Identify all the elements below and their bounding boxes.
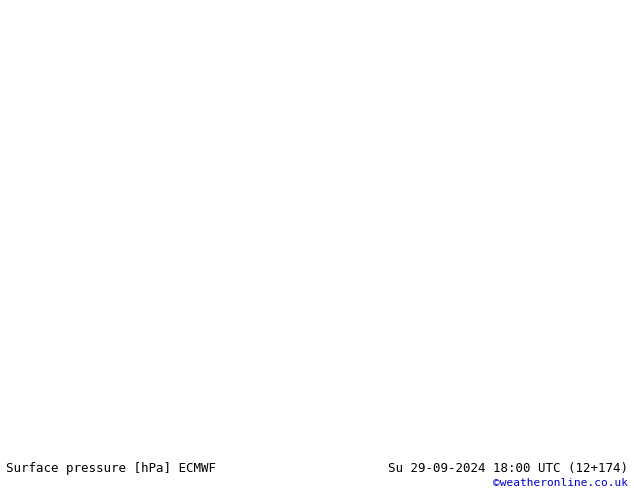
Text: ©weatheronline.co.uk: ©weatheronline.co.uk <box>493 478 628 488</box>
Text: Surface pressure [hPa] ECMWF: Surface pressure [hPa] ECMWF <box>6 462 216 475</box>
Text: Su 29-09-2024 18:00 UTC (12+174): Su 29-09-2024 18:00 UTC (12+174) <box>387 462 628 475</box>
